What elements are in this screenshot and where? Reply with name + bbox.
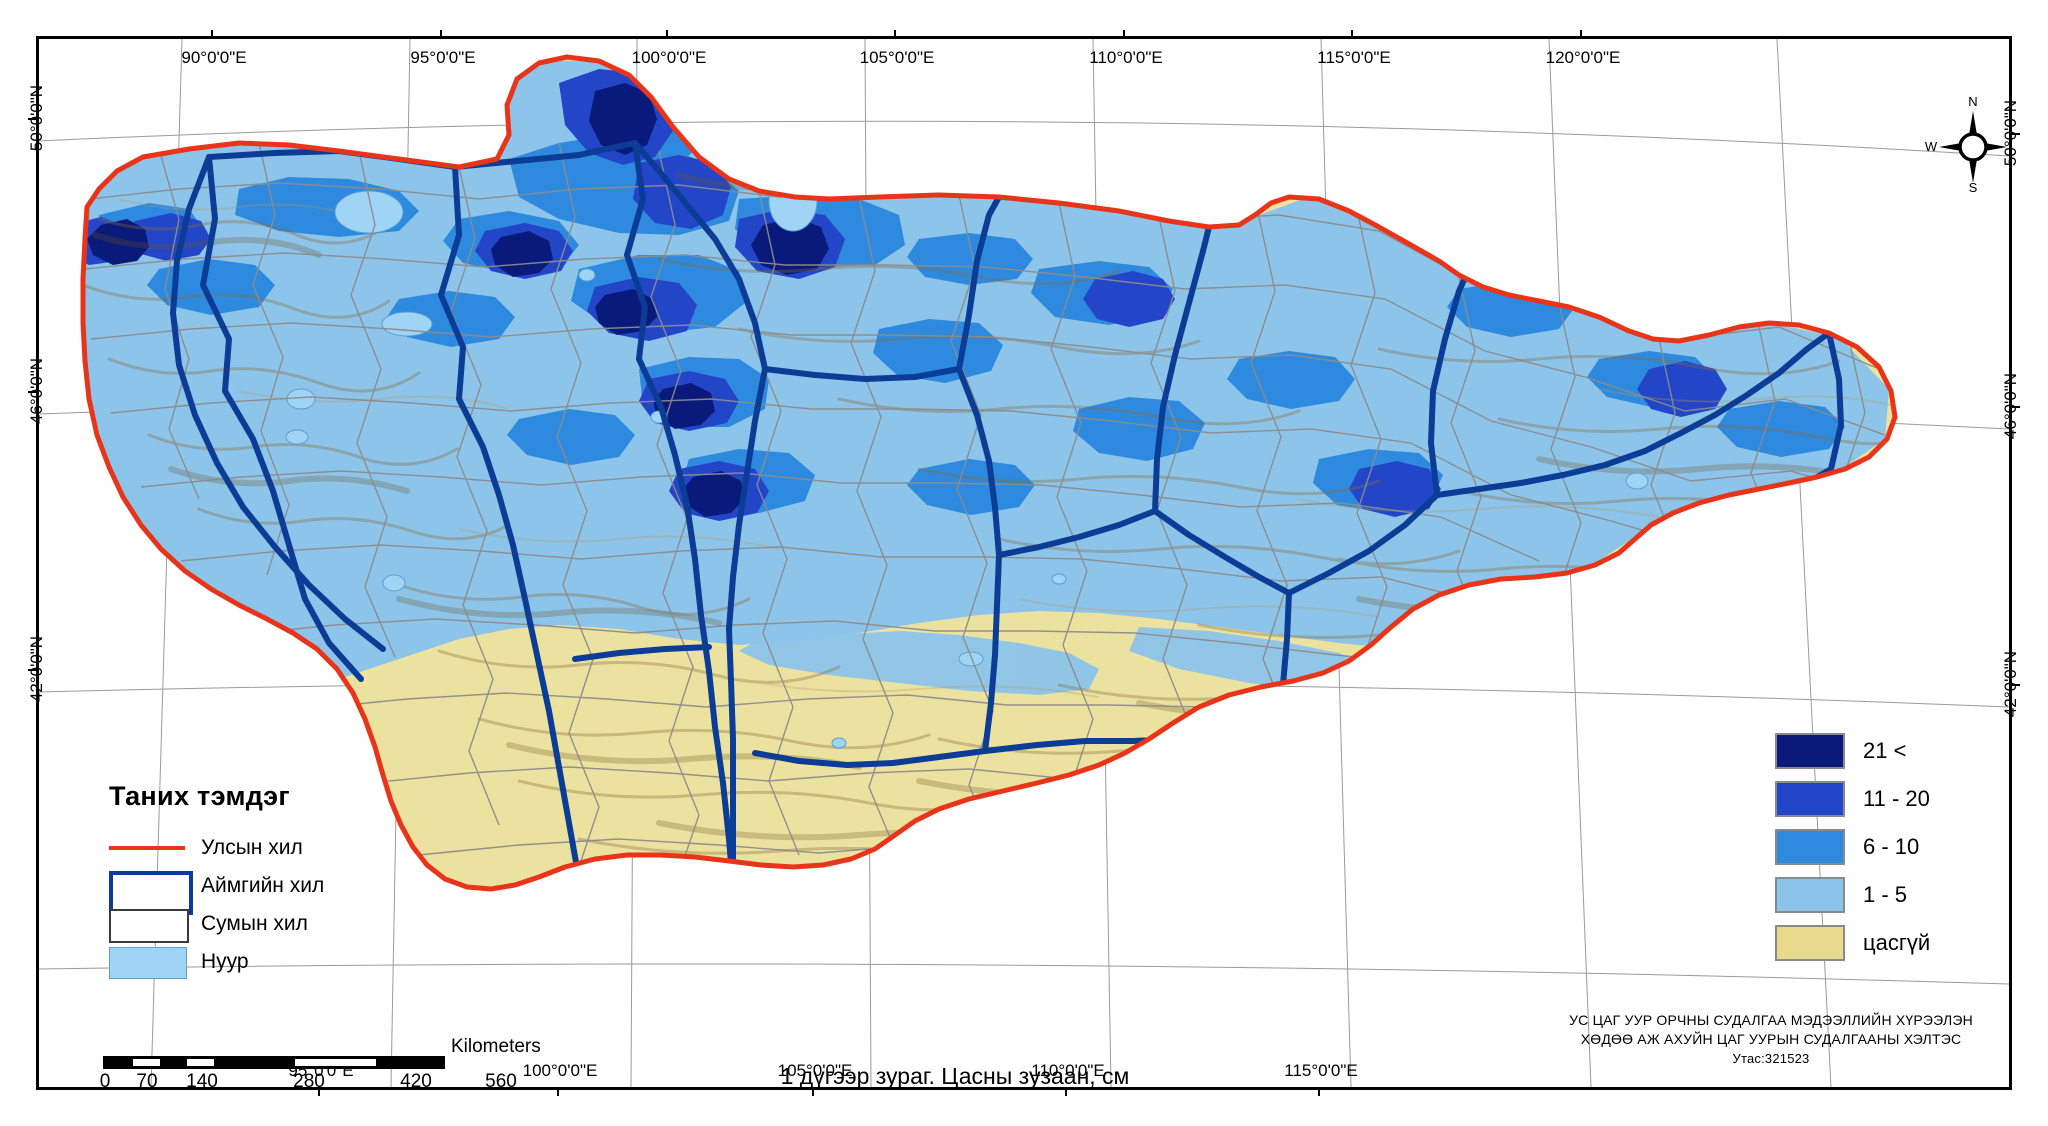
- legend-item-lake[interactable]: Нуур: [109, 944, 409, 980]
- class-legend-row[interactable]: 1 - 5: [1775, 871, 1930, 919]
- legend-item-national-border[interactable]: Улсын хил: [109, 830, 409, 866]
- scale-tick: 560: [485, 1071, 517, 1090]
- class-swatch-no-snow: [1775, 925, 1845, 961]
- grat-label-top: 120°0'0"E: [1545, 48, 1621, 67]
- scale-tick: 70: [136, 1071, 158, 1090]
- national-border-key-icon: [109, 833, 185, 863]
- scale-tick: 140: [186, 1071, 218, 1090]
- aimag-boundaries: [170, 140, 1844, 889]
- class-legend-row[interactable]: 11 - 20: [1775, 775, 1930, 823]
- map-title: 1 дүгээр зураг. Цасны зузаан, см (2025 о…: [635, 1061, 1275, 1089]
- snow-depth-class-legend: 21 < 11 - 20 6 - 10 1 - 5 цасгүй: [1775, 727, 1930, 967]
- legend-symbols: Таних тэмдэг Улсын хил Аймгийн хил Сумын…: [109, 781, 409, 982]
- aimag-border-key-icon: [109, 871, 193, 915]
- grat-label-top: 115°0'0"E: [1317, 48, 1391, 67]
- class-swatch-11-20: [1775, 781, 1845, 817]
- grat-label-right: 46°0'0"N: [2000, 372, 2020, 440]
- grat-label-top: 100°0'0"E: [631, 48, 707, 67]
- scale-tick: 280: [293, 1071, 325, 1090]
- grat-label-top: 105°0'0"E: [859, 48, 935, 67]
- grat-label-left: 50°0'0"N: [27, 84, 47, 152]
- grat-label-bottom: 105°0'0"E: [777, 1061, 853, 1080]
- class-legend-row[interactable]: 21 <: [1775, 727, 1930, 775]
- class-swatch-6-10: [1775, 829, 1845, 865]
- soum-border-key-icon: [109, 909, 189, 943]
- scale-bar-graphic: Kilometers: [103, 1036, 541, 1069]
- class-legend-label: 1 - 5: [1863, 882, 1908, 907]
- scale-bar-unit: Kilometers: [451, 1036, 541, 1057]
- grat-label-top: 95°0'0"E: [410, 48, 476, 67]
- legend-item-label: Нуур: [201, 950, 249, 973]
- map-title-line1: 1 дүгээр зураг. Цасны зузаан, см: [780, 1063, 1130, 1089]
- class-legend-label: 6 - 10: [1863, 834, 1920, 859]
- grat-label-top: 90°0'0"E: [181, 48, 247, 67]
- credit-department: ХӨДӨӨ АЖ АХУЙН ЦАГ УУРЫН СУДАЛГААНЫ ХЭЛТ…: [1580, 1031, 1962, 1047]
- national-border[interactable]: [80, 54, 1898, 892]
- class-legend-label: 11 - 20: [1863, 786, 1930, 811]
- scale-bar-ticks: 0 70 140 280 420 560: [99, 1071, 517, 1090]
- legend-item-label: Улсын хил: [201, 836, 303, 859]
- credit-phone: Утас:321523: [1732, 1051, 1810, 1066]
- class-swatch-21-plus: [1775, 733, 1845, 769]
- scale-tick: 420: [400, 1071, 432, 1090]
- legend-item-label: Сумын хил: [201, 912, 308, 935]
- class-legend-label: 21 <: [1863, 738, 1907, 763]
- compass-west-label: W: [1925, 139, 1938, 154]
- map-frame: 90°0'0"E 95°0'0"E 100°0'0"E 105°0'0"E 11…: [36, 36, 2012, 1090]
- lake-key-icon: [109, 947, 187, 979]
- grat-label-bottom: 100°0'0"E: [522, 1061, 598, 1080]
- scale-tick: 0: [99, 1071, 111, 1090]
- compass-hub: [1958, 132, 1988, 162]
- grat-label-right: 50°0'0"N: [2000, 99, 2020, 167]
- legend-item-aimag-border[interactable]: Аймгийн хил: [109, 868, 409, 915]
- legend-item-label: Аймгийн хил: [201, 874, 325, 897]
- legend-item-soum-border[interactable]: Сумын хил: [109, 906, 409, 943]
- class-legend-label: цасгүй: [1863, 930, 1931, 955]
- grat-label-top: 110°0'0"E: [1089, 48, 1163, 67]
- grat-label-bottom: 110°0'0"E: [1031, 1061, 1105, 1080]
- grat-label-left: 46°0'0"N: [27, 357, 47, 425]
- grat-label-left: 42°0'0"N: [27, 635, 47, 703]
- class-legend-row[interactable]: 6 - 10: [1775, 823, 1930, 871]
- legend-title: Таних тэмдэг: [109, 781, 290, 811]
- snow-class-21-plus: [87, 83, 829, 517]
- scale-bar: Kilometers 0 70 140 280 420 560: [99, 1036, 541, 1090]
- grat-label-bottom: 115°0'0"E: [1284, 1061, 1358, 1080]
- map-canvas[interactable]: [39, 39, 2009, 1087]
- credit-block: УС ЦАГ УУР ОРЧНЫ СУДАЛГАА МЭДЭЭЛЛИЙН ХҮР…: [1491, 1011, 2009, 1068]
- grat-label-right: 42°0'0"N: [2000, 650, 2020, 718]
- class-swatch-1-5: [1775, 877, 1845, 913]
- compass-south-label: S: [1969, 180, 1978, 195]
- class-legend-row[interactable]: цасгүй: [1775, 919, 1930, 967]
- compass-north-label: N: [1968, 94, 1977, 109]
- compass-rose: N S E W: [1925, 91, 2009, 195]
- credit-institute: УС ЦАГ УУР ОРЧНЫ СУДАЛГАА МЭДЭЭЛЛИЙН ХҮР…: [1569, 1012, 1973, 1028]
